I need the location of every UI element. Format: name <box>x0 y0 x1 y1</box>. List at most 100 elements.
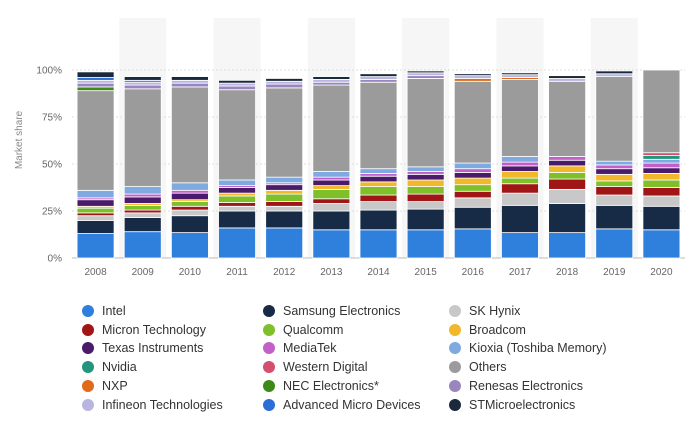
bar-segment[interactable] <box>218 202 256 207</box>
bar-segment[interactable] <box>642 158 681 164</box>
legend-item[interactable]: Broadcom <box>449 322 526 338</box>
bar-segment[interactable] <box>642 69 681 154</box>
bar-segment[interactable] <box>265 80 304 85</box>
bar-segment[interactable] <box>595 228 634 259</box>
bar-segment[interactable] <box>218 210 256 229</box>
bar-segment[interactable] <box>501 232 539 259</box>
bar-segment[interactable] <box>453 206 492 230</box>
bar-segment[interactable] <box>501 165 539 172</box>
legend-item[interactable]: Nvidia <box>82 359 137 375</box>
bar-segment[interactable] <box>76 189 115 199</box>
bar-segment[interactable] <box>218 89 256 181</box>
bar-segment[interactable] <box>312 76 351 80</box>
legend-item[interactable]: MediaTek <box>263 340 337 356</box>
bar-segment[interactable] <box>312 179 351 187</box>
bar-segment[interactable] <box>595 164 634 170</box>
bar-segment[interactable] <box>453 80 492 164</box>
bar-segment[interactable] <box>359 76 398 80</box>
bar-segment[interactable] <box>642 179 681 188</box>
bar-segment[interactable] <box>501 177 539 185</box>
bar-segment[interactable] <box>170 192 209 201</box>
bar-segment[interactable] <box>501 79 539 157</box>
bar-segment[interactable] <box>359 73 398 77</box>
bar-segment[interactable] <box>265 87 304 178</box>
bar-segment[interactable] <box>170 86 209 184</box>
bar-segment[interactable] <box>642 152 681 156</box>
bar-segment[interactable] <box>359 172 398 177</box>
bar-segment[interactable] <box>548 188 587 204</box>
bar-segment[interactable] <box>312 229 351 259</box>
bar-segment[interactable] <box>595 186 634 196</box>
legend-item[interactable]: Micron Technology <box>82 322 206 338</box>
bar-segment[interactable] <box>265 210 304 229</box>
bar-segment[interactable] <box>265 201 304 207</box>
bar-segment[interactable] <box>76 207 115 214</box>
bar-segment[interactable] <box>76 215 115 221</box>
bar-segment[interactable] <box>548 78 587 82</box>
bar-segment[interactable] <box>548 165 587 173</box>
bar-segment[interactable] <box>265 78 304 82</box>
bar-segment[interactable] <box>501 161 539 167</box>
bar-segment[interactable] <box>548 80 587 157</box>
legend-item[interactable]: Qualcomm <box>263 322 343 338</box>
bar-segment[interactable] <box>595 173 634 182</box>
bar-segment[interactable] <box>265 176 304 184</box>
bar-segment[interactable] <box>312 176 351 181</box>
bar-segment[interactable] <box>170 82 209 88</box>
bar-segment[interactable] <box>548 156 587 161</box>
bar-segment[interactable] <box>548 232 587 259</box>
bar-segment[interactable] <box>595 73 634 77</box>
bar-segment[interactable] <box>312 210 351 231</box>
bar-segment[interactable] <box>218 227 256 259</box>
bar-segment[interactable] <box>548 75 587 79</box>
bar-segment[interactable] <box>359 186 398 196</box>
bar-segment[interactable] <box>218 205 256 212</box>
bar-segment[interactable] <box>406 193 445 203</box>
bar-segment[interactable] <box>123 76 162 81</box>
legend-item[interactable]: Intel <box>82 303 126 319</box>
bar-segment[interactable] <box>406 171 445 175</box>
bar-segment[interactable] <box>265 227 304 259</box>
bar-segment[interactable] <box>595 160 634 166</box>
bar-segment[interactable] <box>359 79 398 83</box>
bar-segment[interactable] <box>123 217 162 233</box>
bar-segment[interactable] <box>359 175 398 183</box>
bar-segment[interactable] <box>453 168 492 173</box>
bar-segment[interactable] <box>76 212 115 217</box>
bar-segment[interactable] <box>265 193 304 203</box>
bar-segment[interactable] <box>170 79 209 84</box>
bar-segment[interactable] <box>501 156 539 163</box>
legend-item[interactable]: Infineon Technologies <box>82 397 223 413</box>
legend-item[interactable]: Western Digital <box>263 359 368 375</box>
bar-segment[interactable] <box>123 88 162 187</box>
bar-segment[interactable] <box>501 183 539 194</box>
bar-segment[interactable] <box>642 195 681 207</box>
bar-segment[interactable] <box>123 212 162 218</box>
bar-segment[interactable] <box>642 205 681 231</box>
bar-segment[interactable] <box>170 205 209 211</box>
bar-segment[interactable] <box>170 76 209 81</box>
bar-segment[interactable] <box>312 171 351 178</box>
legend-item[interactable]: Texas Instruments <box>82 340 203 356</box>
bar-segment[interactable] <box>453 184 492 192</box>
bar-segment[interactable] <box>453 78 492 82</box>
bar-segment[interactable] <box>548 178 587 190</box>
bar-segment[interactable] <box>123 193 162 198</box>
bar-segment[interactable] <box>359 181 398 187</box>
bar-segment[interactable] <box>359 201 398 211</box>
bar-segment[interactable] <box>76 71 115 78</box>
bar-segment[interactable] <box>312 198 351 204</box>
bar-segment[interactable] <box>406 166 445 172</box>
bar-segment[interactable] <box>123 209 162 214</box>
bar-segment[interactable] <box>595 180 634 187</box>
bar-segment[interactable] <box>218 79 256 84</box>
bar-segment[interactable] <box>312 203 351 212</box>
bar-segment[interactable] <box>218 187 256 194</box>
bar-segment[interactable] <box>359 168 398 174</box>
bar-segment[interactable] <box>406 75 445 79</box>
bar-segment[interactable] <box>642 172 681 181</box>
bar-segment[interactable] <box>595 194 634 206</box>
legend-item[interactable]: Advanced Micro Devices <box>263 397 421 413</box>
bar-segment[interactable] <box>76 79 115 84</box>
legend-item[interactable]: NXP <box>82 378 128 394</box>
